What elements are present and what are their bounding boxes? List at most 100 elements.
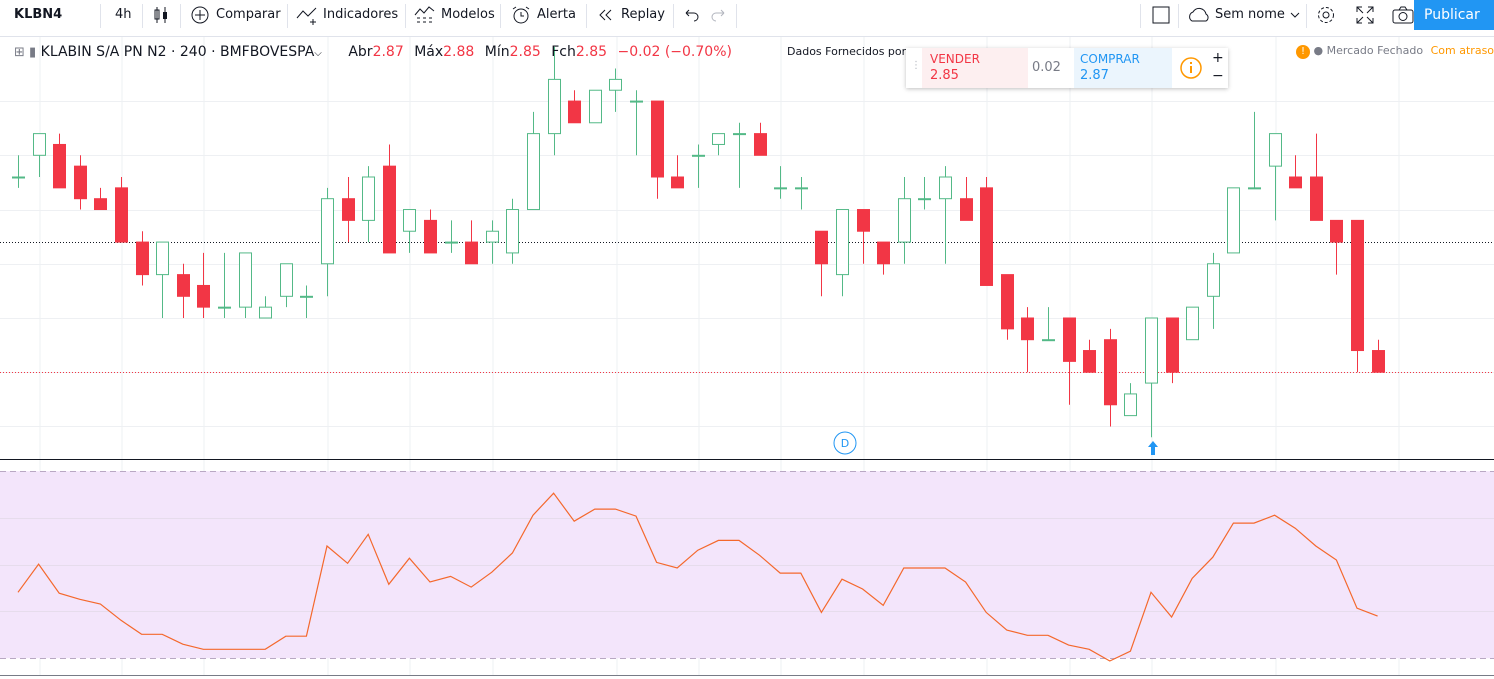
templates-icon[interactable]: [414, 5, 438, 35]
candle-body: [1083, 350, 1096, 373]
compare-button[interactable]: Comparar: [216, 7, 281, 22]
band-fill: [0, 471, 1494, 659]
candle-body: [156, 241, 169, 276]
candle-body: [1372, 350, 1385, 373]
field-label: Mín: [484, 44, 510, 60]
templates-button[interactable]: Modelos: [441, 7, 495, 22]
replay-icon[interactable]: [598, 9, 614, 39]
symbol[interactable]: KLBN4: [14, 7, 63, 22]
publish-button[interactable]: Publicar: [1414, 0, 1494, 30]
alert-button[interactable]: Alerta: [537, 7, 576, 22]
candle-body: [465, 241, 478, 265]
cloud-icon[interactable]: [1186, 7, 1212, 37]
candle-body: [960, 198, 973, 221]
field-value: 2.87: [372, 44, 404, 60]
candle-body: [609, 78, 622, 91]
rsi-line: [17, 492, 1378, 662]
candle-body: [939, 176, 952, 200]
field-value: 2.88: [443, 44, 475, 60]
candle-body: [12, 176, 25, 179]
candle-body: [1166, 317, 1179, 373]
sell-button[interactable]: VENDER 2.85: [922, 48, 1028, 88]
change: −0.02 (−0.70%): [617, 44, 732, 60]
undo-redo[interactable]: [683, 8, 727, 38]
candle-body: [980, 187, 993, 286]
warning-icon: !: [1296, 45, 1310, 59]
candle-body: [197, 284, 210, 308]
layout-caret[interactable]: [1290, 11, 1300, 41]
candle-body: [589, 89, 602, 124]
candle-body: [1001, 274, 1014, 330]
data-source: Dados Fornecidos por I: [787, 45, 907, 58]
candle-body: [692, 154, 705, 157]
legend-expand[interactable]: ⊞ ▮: [14, 45, 37, 60]
info-icon[interactable]: [1179, 56, 1203, 80]
field-label: Fch: [551, 44, 576, 60]
qty-stepper[interactable]: + −: [1212, 50, 1224, 84]
candle-body: [321, 198, 334, 265]
candle-body: [1269, 133, 1282, 167]
candle-body: [1124, 393, 1137, 417]
market-text: Mercado Fechado: [1326, 44, 1424, 57]
expand-icon[interactable]: [1356, 6, 1374, 36]
market-status: ! ● Mercado Fechado Com atraso: [1296, 44, 1494, 59]
candle-body: [424, 219, 437, 254]
buy-label: COMPRAR: [1080, 52, 1140, 66]
alert-icon[interactable]: [510, 5, 532, 35]
candle-body: [568, 100, 581, 124]
candle-body: [445, 241, 458, 244]
buy-price: 2.87: [1080, 68, 1109, 83]
field-value: 2.85: [575, 44, 608, 60]
interval[interactable]: 4h: [115, 7, 132, 22]
dividend-marker[interactable]: [833, 431, 857, 455]
compare-icon[interactable]: [190, 5, 210, 35]
drag-handle[interactable]: ⋮⋮: [911, 60, 931, 71]
buy-button[interactable]: COMPRAR 2.87: [1074, 48, 1172, 88]
candle-body: [506, 209, 519, 254]
candle-body: [1042, 339, 1055, 342]
settings-icon[interactable]: [1316, 5, 1336, 35]
candle-body: [836, 209, 849, 276]
candle-body: [651, 100, 664, 178]
marker-label: D: [841, 437, 849, 450]
indicators-icon[interactable]: [296, 6, 320, 36]
candle-body: [280, 263, 293, 297]
candle-body: [630, 100, 643, 103]
candle-body: [1145, 317, 1158, 384]
candle-body: [1248, 187, 1261, 190]
candle-body: [1104, 339, 1117, 406]
field-label: Máx: [414, 44, 444, 60]
candle-body: [795, 187, 808, 190]
field-label: Abr: [348, 44, 373, 60]
candle-body: [733, 133, 746, 136]
indicators-button[interactable]: Indicadores: [323, 7, 399, 22]
market-closed: ● Mercado Fechado: [1313, 44, 1424, 57]
candle-body: [33, 133, 46, 156]
candle-body: [1021, 317, 1034, 341]
candle-body: [1330, 219, 1343, 243]
candle-body: [53, 143, 66, 189]
symbol-description[interactable]: KLABIN S/A PN N2 · 240 · BMFBOVESPA: [40, 44, 315, 60]
snapshot-icon[interactable]: [1392, 6, 1414, 36]
candle-body: [218, 306, 231, 309]
candle-body: [136, 241, 149, 276]
layout-name[interactable]: Sem nome: [1215, 7, 1285, 22]
candle-body: [362, 176, 375, 221]
candle-body: [94, 198, 107, 211]
replay-button[interactable]: Replay: [621, 7, 665, 22]
chart-style-icon[interactable]: [153, 6, 169, 36]
candle-body: [877, 241, 890, 265]
sell-price: 2.85: [930, 68, 959, 83]
buy-arrow: [1148, 441, 1158, 455]
candle-body: [486, 230, 499, 243]
candle-body: [527, 133, 540, 211]
trade-widget: ⋮⋮ VENDER 2.85 0.02 COMPRAR 2.87 + −: [906, 48, 1228, 88]
legend-caret: ⌵: [314, 48, 322, 59]
delay: Com atraso: [1430, 44, 1494, 57]
candle-body: [754, 133, 767, 156]
candle-body: [774, 187, 787, 190]
candle-body: [815, 230, 828, 265]
fullscreen-box[interactable]: [1152, 6, 1170, 36]
